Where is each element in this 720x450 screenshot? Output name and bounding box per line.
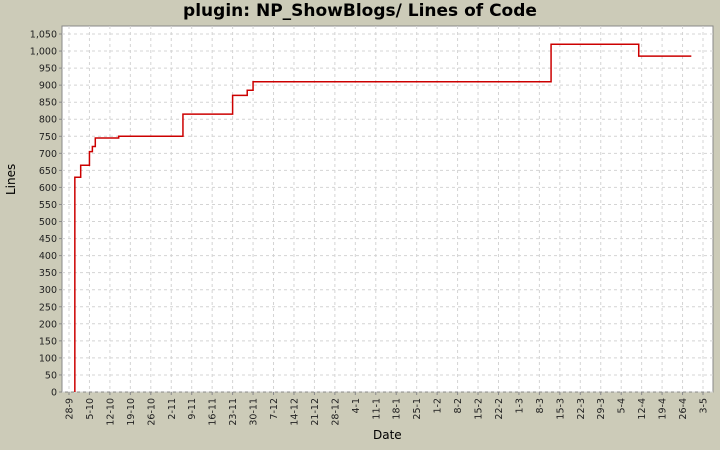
x-tick-label: 28-12 [330, 398, 341, 426]
y-tick-label: 700 [39, 149, 57, 160]
x-tick-label: 11-1 [371, 398, 382, 420]
y-tick-label: 950 [39, 64, 57, 75]
y-tick-label: 400 [39, 251, 57, 262]
x-tick-label: 26-4 [678, 398, 689, 420]
y-tick-label: 900 [39, 81, 57, 92]
x-tick-label: 26-10 [146, 398, 157, 426]
x-axis: 28-9 5-10 12-10 19-10 26-10 2-11 9-11 16-11 23-1… [65, 392, 710, 426]
x-tick-label: 5-10 [85, 398, 96, 420]
x-tick-label: 22-2 [494, 398, 505, 420]
y-tick-label: 0 [51, 388, 57, 399]
y-axis: 0 50 100 150 200 250 300 350 400 450 500 550 600 650 7… [30, 30, 62, 399]
y-tick-label: 50 [45, 370, 57, 381]
y-tick-label: 150 [39, 336, 57, 347]
x-tick-label: 15-3 [555, 398, 566, 420]
x-tick-label: 8-2 [453, 398, 464, 414]
x-tick-label: 2-11 [167, 398, 178, 420]
x-tick-label: 9-11 [187, 398, 198, 420]
y-axis-label: Lines [4, 163, 18, 195]
x-tick-label: 19-10 [126, 398, 137, 426]
x-tick-label: 29-3 [596, 398, 607, 420]
y-tick-label: 1,050 [30, 30, 57, 41]
y-tick-label: 750 [39, 132, 57, 143]
grid-lines [62, 26, 713, 393]
x-tick-label: 4-1 [351, 398, 362, 414]
x-tick-label: 12-10 [105, 398, 116, 426]
y-tick-label: 300 [39, 285, 57, 296]
y-tick-label: 500 [39, 217, 57, 228]
x-tick-label: 8-3 [535, 398, 546, 414]
y-tick-label: 600 [39, 183, 57, 194]
x-tick-label: 15-2 [474, 398, 485, 420]
x-tick-label: 22-3 [576, 398, 587, 420]
x-tick-label: 25-1 [412, 398, 423, 420]
x-tick-label: 28-9 [65, 398, 76, 420]
x-tick-label: 3-5 [699, 398, 710, 414]
x-tick-label: 19-4 [658, 398, 669, 420]
x-tick-label: 18-1 [392, 398, 403, 420]
x-tick-label: 5-4 [617, 398, 628, 414]
x-tick-label: 16-11 [208, 398, 219, 426]
y-tick-label: 850 [39, 98, 57, 109]
x-tick-label: 30-11 [249, 398, 260, 426]
lines-series [74, 43, 692, 392]
x-tick-label: 23-11 [228, 398, 239, 426]
plot-area [61, 25, 714, 393]
x-tick-label: 1-2 [433, 398, 444, 414]
y-tick-label: 550 [39, 200, 57, 211]
y-tick-label: 450 [39, 234, 57, 245]
x-tick-label: 21-12 [310, 398, 321, 426]
chart-title: plugin: NP_ShowBlogs/ Lines of Code [183, 1, 537, 21]
x-tick-label: 7-12 [269, 398, 280, 420]
y-tick-label: 100 [39, 353, 57, 364]
y-tick-label: 1,000 [30, 47, 57, 58]
y-tick-label: 350 [39, 268, 57, 279]
x-tick-label: 14-12 [289, 398, 300, 426]
y-tick-label: 800 [39, 115, 57, 126]
x-tick-label: 12-4 [637, 398, 648, 420]
y-tick-label: 250 [39, 302, 57, 313]
y-tick-label: 200 [39, 319, 57, 330]
x-tick-label: 1-3 [514, 398, 525, 414]
y-tick-label: 650 [39, 166, 57, 177]
x-axis-label: Date [373, 428, 402, 442]
